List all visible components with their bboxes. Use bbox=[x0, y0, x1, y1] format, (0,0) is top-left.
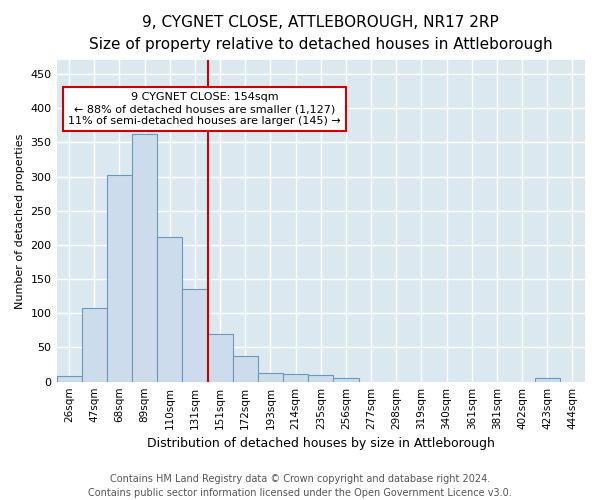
Bar bbox=[308, 375, 334, 382]
Bar bbox=[82, 308, 107, 382]
Bar bbox=[157, 236, 182, 382]
Bar bbox=[535, 378, 560, 382]
Bar bbox=[132, 134, 157, 382]
Text: Contains HM Land Registry data © Crown copyright and database right 2024.
Contai: Contains HM Land Registry data © Crown c… bbox=[88, 474, 512, 498]
Bar bbox=[182, 290, 208, 382]
Bar bbox=[56, 376, 82, 382]
Bar bbox=[283, 374, 308, 382]
Bar bbox=[107, 175, 132, 382]
Bar bbox=[258, 373, 283, 382]
Bar bbox=[334, 378, 359, 382]
Y-axis label: Number of detached properties: Number of detached properties bbox=[15, 134, 25, 308]
Title: 9, CYGNET CLOSE, ATTLEBOROUGH, NR17 2RP
Size of property relative to detached ho: 9, CYGNET CLOSE, ATTLEBOROUGH, NR17 2RP … bbox=[89, 15, 553, 52]
Text: 9 CYGNET CLOSE: 154sqm
← 88% of detached houses are smaller (1,127)
11% of semi-: 9 CYGNET CLOSE: 154sqm ← 88% of detached… bbox=[68, 92, 341, 126]
X-axis label: Distribution of detached houses by size in Attleborough: Distribution of detached houses by size … bbox=[147, 437, 495, 450]
Bar bbox=[208, 334, 233, 382]
Bar bbox=[233, 356, 258, 382]
